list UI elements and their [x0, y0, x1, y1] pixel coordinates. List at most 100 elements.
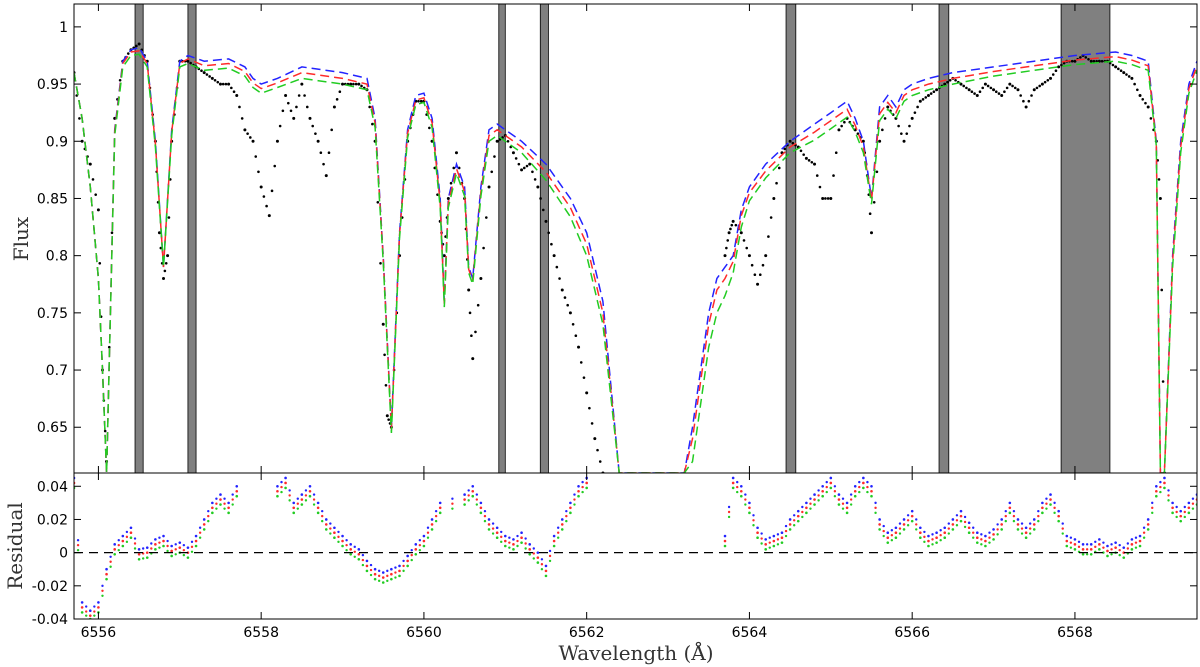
observed-point [560, 288, 564, 292]
observed-point [734, 223, 738, 227]
residual-point [992, 533, 995, 536]
observed-point [539, 197, 542, 200]
observed-point [1133, 82, 1136, 86]
residual-point [101, 589, 104, 592]
residual-point [528, 543, 532, 546]
observed-point [1127, 75, 1131, 78]
residual-point [744, 498, 747, 501]
observed-point [1092, 59, 1096, 63]
residual-point [394, 576, 397, 579]
observed-point [1087, 57, 1090, 61]
residual-point [198, 536, 202, 539]
residual-point [772, 544, 776, 548]
residual-point [585, 481, 588, 485]
residual-point [394, 571, 397, 574]
residual-point [284, 481, 287, 485]
residual-point [1061, 522, 1064, 525]
residual-point [1049, 503, 1052, 506]
observed-point [254, 155, 258, 158]
observed-point [295, 105, 298, 109]
residual-point [866, 490, 869, 494]
residual-point [910, 509, 914, 513]
residual-point [1098, 548, 1101, 551]
residual-y-ticks: -0.04 -0.02 0 0.02 0.04 [32, 479, 1197, 628]
observed-point [490, 170, 494, 174]
residual-point [837, 503, 841, 506]
residual-point [475, 503, 479, 506]
observed-point [902, 139, 906, 143]
observed-point [818, 185, 822, 189]
residual-point [361, 558, 365, 562]
residual-point [1057, 514, 1060, 518]
residual-point [1077, 545, 1081, 549]
residual-point [792, 519, 796, 522]
observed-point [311, 124, 315, 128]
residual-point [833, 495, 837, 498]
residual-point [349, 548, 352, 551]
residual-point [992, 528, 995, 531]
residual-point [150, 542, 153, 545]
observed-point [843, 120, 846, 124]
residual-point [984, 539, 987, 543]
residual-point [967, 531, 971, 535]
residual-point [162, 544, 165, 548]
residual-point [1114, 546, 1117, 549]
residual-point [398, 574, 401, 578]
residual-point [744, 503, 747, 506]
observed-point [278, 124, 282, 128]
observed-point [78, 117, 81, 120]
residual-point [1065, 544, 1069, 548]
observed-point [756, 282, 760, 286]
residual-point [1085, 548, 1089, 551]
residual-point [569, 506, 572, 510]
residual-point [927, 544, 930, 548]
observed-point [249, 136, 252, 139]
residual-point [1155, 494, 1158, 498]
residual-point [874, 501, 877, 505]
residual-point [520, 536, 523, 540]
observed-point [1070, 59, 1074, 63]
observed-point [924, 96, 928, 99]
residual-point [727, 515, 731, 519]
residual-point [963, 525, 967, 529]
observed-point [568, 311, 572, 315]
residual-point [1004, 509, 1007, 513]
observed-point [520, 168, 524, 172]
observed-point [840, 124, 843, 128]
observed-point [1160, 288, 1164, 292]
residual-point [1073, 548, 1077, 551]
residual-point [951, 528, 955, 531]
residual-point [577, 494, 580, 498]
residual-point [980, 543, 983, 546]
observed-point [574, 334, 578, 338]
residual-point [410, 553, 413, 557]
residual-point [1045, 507, 1048, 510]
residual-point [898, 522, 902, 525]
residual-point [280, 490, 283, 494]
residual-point [345, 543, 348, 547]
residual-point [1183, 510, 1186, 514]
residual-point [1159, 480, 1162, 484]
observed-point [723, 254, 727, 258]
observed-point [552, 254, 556, 258]
residual-point [491, 527, 495, 530]
residual-point [1151, 511, 1154, 515]
residual-point [158, 541, 161, 544]
residual-point [1106, 554, 1109, 558]
residual-point [97, 601, 100, 604]
residual-point [207, 514, 210, 518]
residual-point [560, 523, 564, 526]
residual-point [776, 538, 780, 541]
residual-point [1167, 499, 1170, 502]
observed-point [230, 86, 233, 90]
residual-point [145, 551, 149, 554]
residual-point [296, 507, 299, 510]
residual-point [349, 552, 352, 556]
observed-point [821, 196, 825, 200]
residual-point [154, 538, 157, 541]
observed-point [98, 261, 102, 265]
observed-point [126, 52, 130, 55]
residual-point [80, 601, 84, 604]
observed-point [284, 94, 288, 98]
